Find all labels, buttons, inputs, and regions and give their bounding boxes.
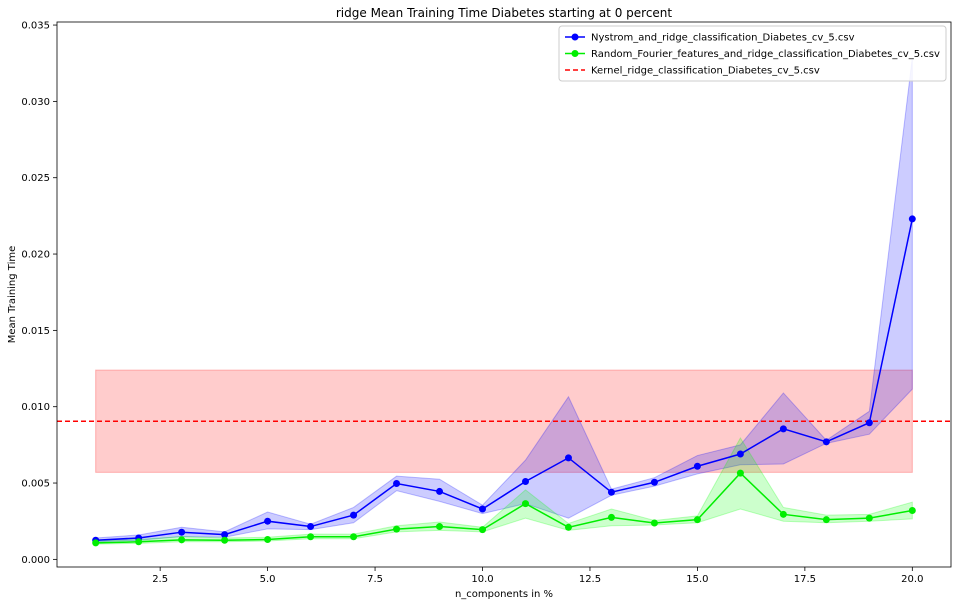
y-tick-label: 0.025 (21, 173, 50, 184)
series-0-point (779, 425, 787, 433)
y-tick-label: 0.030 (21, 97, 50, 108)
x-tick-label: 12.5 (579, 574, 601, 585)
x-tick-label: 17.5 (794, 574, 816, 585)
x-tick-label: 7.5 (367, 574, 383, 585)
series-0-point (650, 478, 658, 486)
series-0-point (479, 505, 487, 513)
x-tick-label: 5.0 (260, 574, 276, 585)
series-1-point (736, 469, 744, 477)
series-1-point (135, 538, 143, 546)
x-tick-label: 15.0 (686, 574, 708, 585)
plot-frame (56, 21, 952, 568)
series-1-point (350, 533, 358, 541)
series-lines (57, 218, 951, 544)
kernel-band (95, 369, 913, 473)
series-0-point (521, 478, 529, 486)
legend-label-0: Nystrom_and_ridge_classification_Diabete… (591, 33, 855, 44)
legend: Nystrom_and_ridge_classification_Diabete… (558, 25, 947, 82)
series-1-point (307, 533, 315, 541)
y-tick-label: 0.020 (21, 250, 50, 261)
x-axis: 2.5 5.0 7.5 10.0 12.5 15.0 17.5 20.0 (152, 567, 923, 585)
series-line-0 (95, 218, 914, 542)
legend-marker-1 (571, 50, 579, 57)
series-1-point (564, 523, 572, 531)
series-0-point (822, 438, 830, 446)
y-axis-label: Mean Training Time (7, 246, 18, 344)
y-tick-label: 0.035 (21, 21, 50, 32)
series-0-point (307, 523, 315, 531)
series-1-point (779, 510, 787, 518)
series-1-point (521, 500, 529, 508)
legend-marker-0 (571, 33, 579, 41)
series-1-point (178, 536, 186, 544)
legend-label-1: Random_Fourier_features_and_ridge_classi… (591, 49, 940, 60)
series-0-point (908, 215, 916, 223)
x-axis-label: n_components in % (455, 589, 553, 600)
series-0-point (178, 528, 186, 536)
series-0-point (693, 462, 701, 470)
series-0-point (736, 450, 744, 458)
y-tick-label: 0.005 (21, 479, 50, 490)
series-1-point (607, 513, 615, 521)
x-tick-label: 10.0 (471, 574, 493, 585)
confidence-bands (95, 57, 913, 545)
series-1-point (92, 539, 100, 547)
series-band-0 (95, 57, 913, 543)
series-0-point (350, 511, 358, 519)
chart-title: ridge Mean Training Time Diabetes starti… (336, 6, 673, 20)
series-1-point (436, 523, 444, 531)
x-tick-label: 20.0 (901, 574, 923, 585)
series-0-point (264, 517, 272, 525)
series-1-point (865, 514, 873, 522)
series-1-point (650, 519, 658, 527)
x-tick-label: 2.5 (152, 574, 168, 585)
y-tick-label: 0.010 (21, 402, 50, 413)
series-line-1 (95, 472, 913, 544)
series-markers (92, 215, 916, 547)
series-1-point (908, 507, 916, 515)
series-1-point (221, 536, 229, 544)
y-axis: 0.000 0.005 0.010 0.015 0.020 0.025 0.030 0.035 (21, 21, 57, 566)
y-tick-label: 0.000 (21, 555, 50, 566)
y-tick-label: 0.015 (21, 326, 50, 337)
series-0-point (564, 454, 572, 462)
series-0-point (436, 487, 444, 495)
legend-box (558, 25, 947, 82)
series-0-point (221, 531, 229, 539)
series-1-point (264, 536, 272, 544)
series-0-point (865, 419, 873, 427)
series-1-point (822, 516, 830, 524)
series-0-point (607, 488, 615, 496)
series-1-point (479, 526, 487, 534)
series-band-1 (95, 437, 913, 545)
series-1-point (393, 525, 401, 533)
legend-label-2: Kernel_ridge_classification_Diabetes_cv_… (591, 66, 820, 77)
series-0-point (393, 479, 401, 487)
series-1-point (693, 516, 701, 524)
